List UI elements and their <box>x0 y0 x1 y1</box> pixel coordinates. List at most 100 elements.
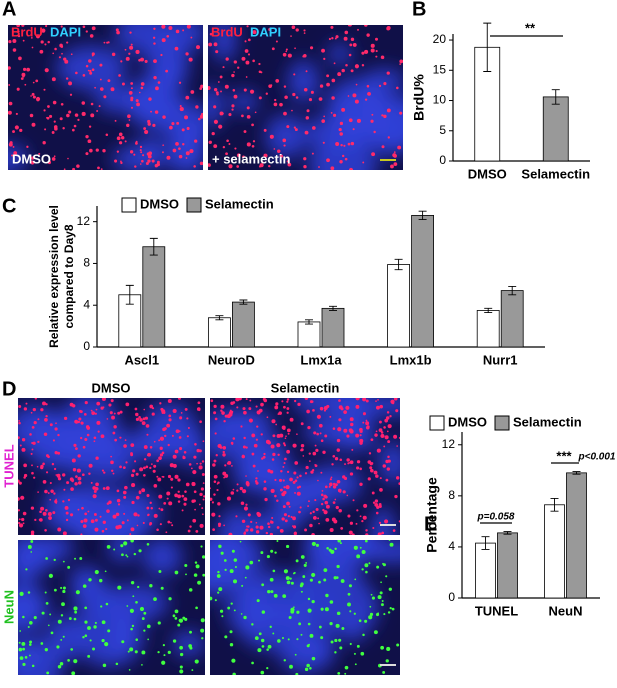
bar <box>500 290 524 348</box>
signal-dot <box>36 465 39 468</box>
legend-swatch <box>494 415 510 431</box>
signal-dot <box>247 38 251 42</box>
signal-dot <box>222 453 226 457</box>
signal-dot <box>244 40 247 43</box>
signal-dot <box>231 104 235 108</box>
signal-dot <box>292 525 297 529</box>
nuclei <box>18 398 205 535</box>
signal-dot <box>116 30 120 35</box>
signal-dot <box>370 468 374 473</box>
signal-dot <box>133 513 136 516</box>
signal-dot <box>54 499 58 504</box>
signal-dot <box>21 517 25 522</box>
signal-dot <box>60 614 64 617</box>
signal-dot <box>375 400 377 403</box>
signal-dot <box>349 460 354 465</box>
signal-dot <box>135 412 139 417</box>
signal-dot <box>322 450 326 454</box>
signal-dot <box>375 430 378 433</box>
y-tick-label: 0 <box>83 339 90 353</box>
signal-dot <box>272 569 276 573</box>
signal-dot <box>177 398 181 400</box>
signal-dot <box>22 75 25 78</box>
signal-dot <box>347 514 351 518</box>
signal-dot <box>199 87 203 90</box>
signal-dot <box>147 122 151 126</box>
signal-dot <box>389 607 392 610</box>
signal-dot <box>68 617 72 620</box>
signal-dot <box>314 444 317 447</box>
signal-dot <box>172 408 177 414</box>
signal-dot <box>375 612 380 617</box>
signal-dot <box>236 483 239 486</box>
signal-dot <box>356 509 359 512</box>
signal-dot <box>74 557 77 560</box>
x-tick-label: DMSO <box>468 166 507 181</box>
signal-dot <box>19 591 24 596</box>
signal-dot <box>303 165 307 169</box>
signal-dot <box>75 71 78 75</box>
signal-dot <box>352 128 355 131</box>
signal-dot <box>278 478 283 482</box>
signal-dot <box>353 652 356 655</box>
bar <box>544 504 565 599</box>
signal-dot <box>315 507 319 512</box>
signal-dot <box>12 130 16 134</box>
signal-dot <box>120 136 125 140</box>
signal-dot <box>141 650 146 655</box>
signal-dot <box>47 40 50 44</box>
signal-dot <box>323 578 327 582</box>
signal-dot <box>282 138 287 143</box>
signal-dot <box>89 639 92 642</box>
signal-dot <box>366 84 370 88</box>
signal-dot <box>157 81 161 84</box>
signal-dot <box>145 424 150 428</box>
signal-dot <box>57 433 60 437</box>
signal-dot <box>344 463 346 466</box>
signal-dot <box>288 616 292 620</box>
signal-dot <box>95 408 98 411</box>
signal-dot <box>361 550 366 554</box>
signal-dot <box>24 656 28 659</box>
signal-dot <box>115 512 120 517</box>
signal-dot <box>368 615 373 620</box>
signal-dot <box>208 163 211 167</box>
signal-dot <box>296 433 298 436</box>
signal-dot <box>377 595 382 600</box>
signal-dot <box>330 476 333 479</box>
signal-dot <box>104 642 109 647</box>
signal-dot <box>243 506 249 511</box>
nucleus <box>159 102 203 148</box>
signal-dot <box>289 477 293 482</box>
signal-dot <box>132 595 135 598</box>
x-tick-label: TUNEL <box>475 603 518 618</box>
signal-dot <box>97 166 100 170</box>
signal-dot <box>101 638 105 643</box>
signal-dot <box>47 512 52 517</box>
y-tick-label: 12 <box>77 214 91 228</box>
signal-dot <box>29 654 31 657</box>
signal-dot <box>31 46 34 49</box>
signal-dot <box>179 416 183 420</box>
signal-dot <box>360 651 365 656</box>
signal-dot <box>129 150 134 154</box>
signal-dot <box>17 35 21 38</box>
nucleus <box>378 441 400 485</box>
signal-dot <box>246 106 250 110</box>
signal-dot <box>381 600 384 602</box>
signal-dot <box>88 463 93 468</box>
signal-dot <box>27 591 31 594</box>
signal-dot <box>316 432 319 436</box>
signal-dot <box>378 503 382 506</box>
signal-dot <box>275 402 279 406</box>
signal-dot <box>146 433 149 436</box>
signal-dot <box>388 540 391 541</box>
error-bar <box>550 497 559 512</box>
signal-dot <box>220 90 222 93</box>
signal-dot <box>233 60 237 64</box>
signal-dot <box>296 610 300 614</box>
signal-dot <box>263 452 266 456</box>
signal-dot <box>350 422 354 427</box>
signal-dot <box>201 507 204 510</box>
signal-dot <box>151 159 155 163</box>
